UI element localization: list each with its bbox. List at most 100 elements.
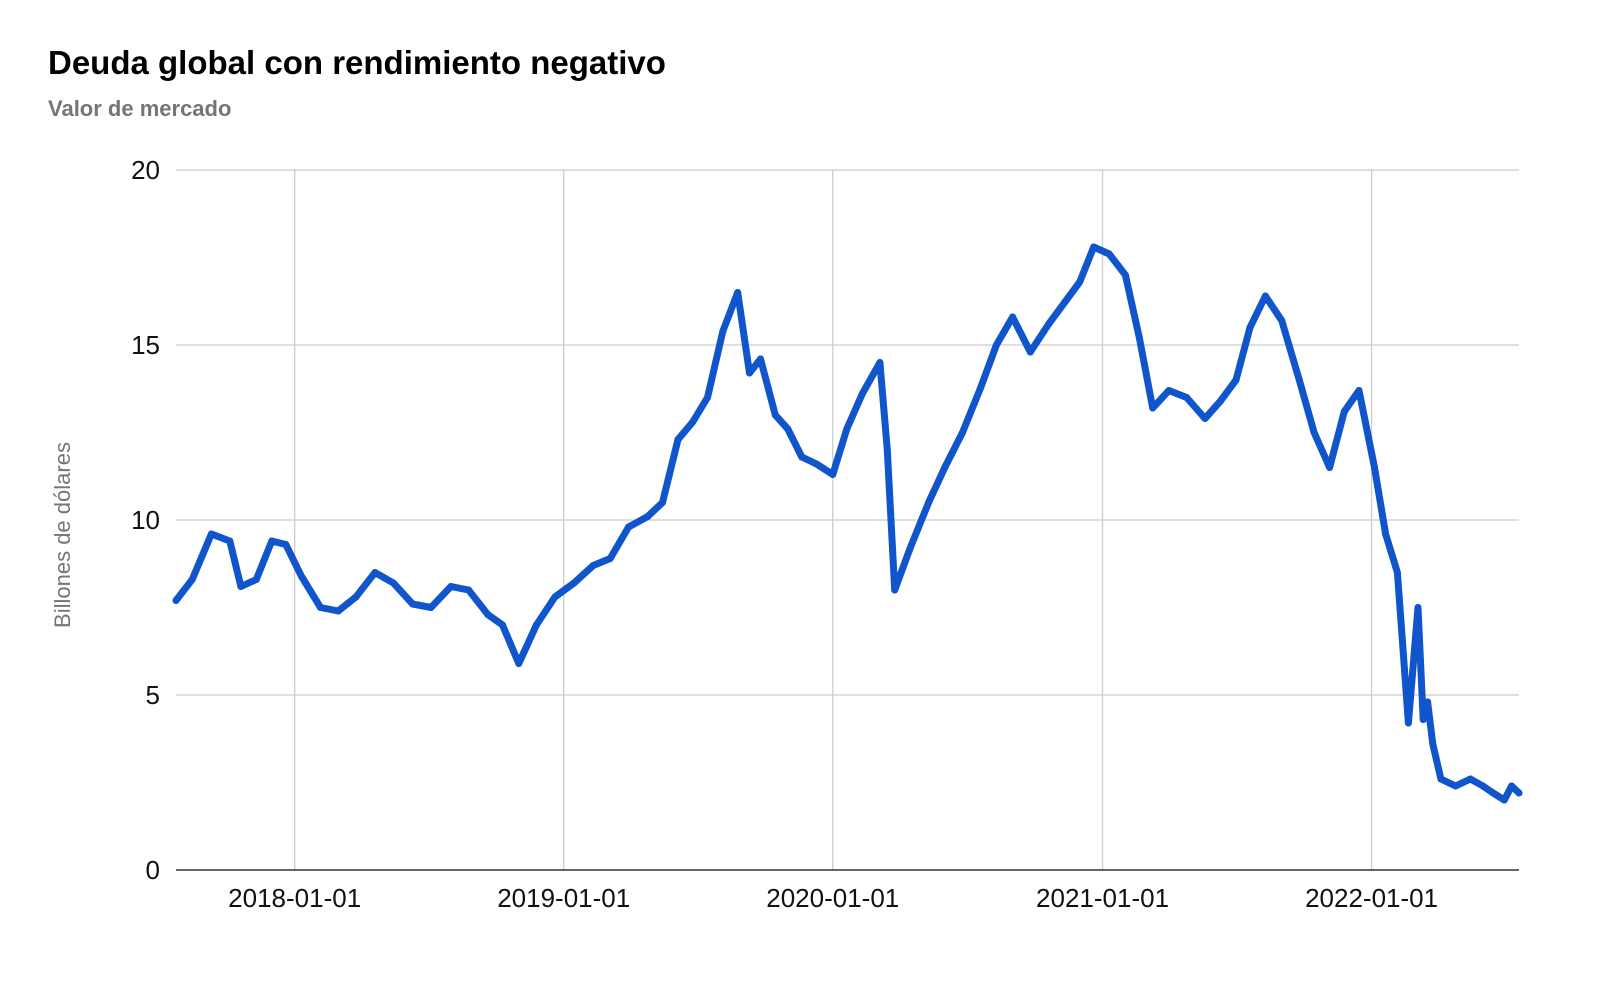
- data-point: [1310, 429, 1318, 436]
- data-point: [1076, 278, 1084, 286]
- y-tick-label: 0: [146, 855, 160, 885]
- chart-subtitle: Valor de mercado: [48, 96, 232, 121]
- data-point: [1515, 789, 1523, 797]
- data-point: [941, 464, 949, 471]
- data-point: [1382, 530, 1390, 538]
- data-point: [1508, 782, 1516, 790]
- y-tick-label: 5: [146, 680, 160, 710]
- data-point: [734, 289, 742, 296]
- data-point: [207, 530, 215, 538]
- data-point: [1165, 387, 1173, 394]
- data-point: [746, 369, 753, 377]
- data-point: [1135, 334, 1143, 342]
- data-point: [447, 583, 455, 590]
- data-point: [843, 425, 851, 433]
- data-point: [570, 579, 578, 587]
- data-point: [1217, 397, 1224, 405]
- data-point: [757, 355, 764, 363]
- data-point: [1201, 415, 1209, 422]
- data-point: [784, 425, 792, 433]
- data-point: [1105, 250, 1113, 258]
- data-point: [409, 600, 417, 608]
- data-point: [977, 383, 985, 391]
- y-tick-label: 10: [131, 505, 160, 535]
- x-tick-label: 2021-01-01: [1036, 883, 1169, 913]
- x-axis-ticks: 2018-01-01 2019-01-01 2020-01-01 2021-01-01…: [228, 883, 1438, 913]
- data-point: [1479, 782, 1487, 790]
- data-point: [226, 537, 234, 545]
- data-point: [532, 621, 540, 629]
- data-point: [188, 576, 196, 583]
- data-point: [906, 544, 914, 552]
- data-point: [704, 394, 711, 401]
- data-point: [992, 341, 1000, 349]
- data-point: [317, 604, 324, 611]
- chart-title: Deuda global con rendimiento negativo: [48, 44, 666, 81]
- data-point: [876, 359, 884, 366]
- data-point: [589, 562, 597, 569]
- data-point: [172, 597, 180, 604]
- data-point: [1090, 243, 1098, 251]
- data-point: [1355, 387, 1363, 394]
- data-point: [352, 593, 360, 601]
- data-point: [1404, 719, 1412, 727]
- data-point: [644, 513, 652, 520]
- data-point: [891, 586, 899, 594]
- data-point: [674, 436, 682, 443]
- data-point: [858, 390, 866, 398]
- data-point: [1060, 299, 1068, 307]
- data-point: [1437, 775, 1445, 783]
- data-point: [1261, 292, 1269, 300]
- data-point: [1393, 569, 1401, 576]
- data-point: [1026, 348, 1034, 356]
- x-tick-label: 2020-01-01: [766, 883, 899, 913]
- data-point: [659, 499, 666, 506]
- data-point: [625, 523, 633, 531]
- data-point: [282, 541, 290, 548]
- data-point: [689, 418, 697, 426]
- data-point: [268, 537, 276, 545]
- data-point: [1429, 740, 1437, 748]
- data-point: [1414, 604, 1422, 611]
- data-point: [959, 429, 966, 436]
- data-point: [334, 607, 342, 615]
- data-point: [719, 327, 727, 335]
- y-tick-label: 20: [131, 155, 160, 185]
- series-layer: [172, 243, 1523, 804]
- data-point: [1489, 789, 1497, 797]
- data-point: [297, 572, 305, 580]
- data-point: [1326, 464, 1334, 471]
- data-point: [371, 569, 379, 576]
- data-point: [465, 586, 473, 594]
- y-axis-title: Billones de dólares: [50, 442, 75, 628]
- data-point: [1246, 324, 1254, 331]
- data-point: [551, 593, 559, 601]
- data-point: [798, 453, 806, 461]
- x-tick-label: 2022-01-01: [1305, 883, 1438, 913]
- data-point: [1452, 782, 1460, 790]
- data-point: [1183, 394, 1191, 401]
- data-point: [1232, 376, 1240, 384]
- data-point: [1045, 320, 1053, 328]
- data-point: [1278, 317, 1286, 324]
- data-point: [499, 621, 506, 629]
- data-point: [1121, 271, 1129, 279]
- data-point: [813, 460, 820, 468]
- data-point: [515, 660, 523, 667]
- data-point: [1340, 408, 1348, 415]
- data-point: [484, 611, 492, 618]
- data-point: [1371, 464, 1378, 471]
- x-tick-label: 2019-01-01: [497, 883, 630, 913]
- data-point: [925, 499, 933, 506]
- data-point: [1424, 698, 1432, 706]
- data-point: [1009, 313, 1017, 321]
- data-point: [1500, 796, 1508, 804]
- x-tick-label: 2018-01-01: [228, 883, 361, 913]
- data-point: [883, 446, 891, 454]
- data-point: [771, 411, 779, 419]
- gridlines: [176, 169, 1519, 870]
- data-point: [1466, 775, 1474, 783]
- data-point: [237, 583, 245, 590]
- data-point: [252, 576, 260, 583]
